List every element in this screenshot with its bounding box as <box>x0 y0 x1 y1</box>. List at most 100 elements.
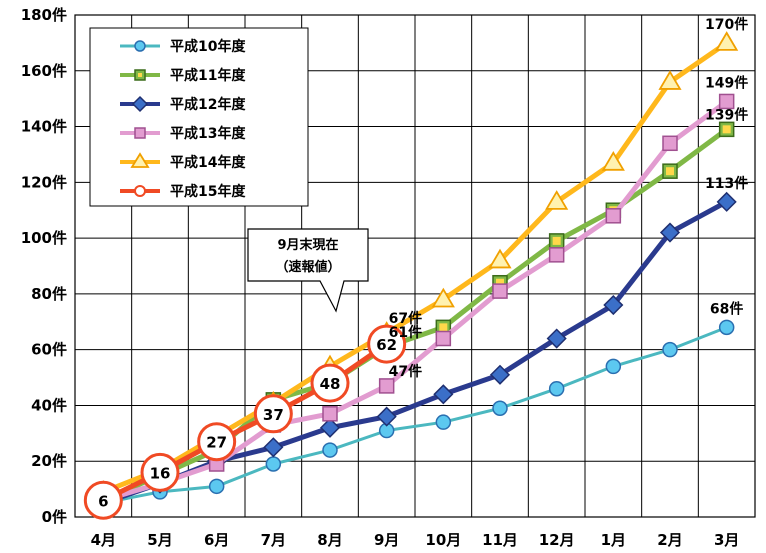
callout-box <box>247 228 369 313</box>
data-point-0 <box>492 400 508 416</box>
legend-swatch-marker <box>134 40 146 52</box>
x-tick-label: 2月 <box>657 531 682 549</box>
x-tick-label: 3月 <box>714 531 739 549</box>
legend-label: 平成14年度 <box>170 154 246 171</box>
data-label: 149件 <box>705 74 748 91</box>
legend-swatch-marker <box>131 95 149 113</box>
legend-label: 平成15年度 <box>170 183 246 200</box>
data-point-1-inner <box>666 167 674 176</box>
data-point-2 <box>489 364 511 385</box>
data-point-2 <box>433 384 454 405</box>
x-tick-label: 4月 <box>91 531 116 549</box>
legend-box <box>89 27 309 207</box>
callout-line1: 9月末現在 <box>277 237 338 253</box>
y-tick-label: 40件 <box>31 396 67 414</box>
series-line-3 <box>102 99 729 503</box>
data-point-0 <box>605 358 622 375</box>
data-label: 113件 <box>705 175 748 192</box>
legend-swatch-marker-inner <box>138 73 142 77</box>
y-tick-label: 180件 <box>21 6 67 24</box>
x-tick-label: 11月 <box>482 531 518 549</box>
data-point-3 <box>322 406 338 422</box>
data-bubble <box>197 422 237 462</box>
data-point-0 <box>718 319 735 336</box>
data-point-0 <box>322 442 338 458</box>
data-point-1-inner <box>722 125 731 134</box>
data-label: 139件 <box>705 106 748 123</box>
data-bubble-label: 62 <box>376 336 397 354</box>
data-point-0 <box>662 341 678 358</box>
data-point-3 <box>492 283 508 299</box>
plot-frame <box>74 14 756 518</box>
data-point-0 <box>265 456 282 472</box>
data-point-1-inner <box>439 323 448 332</box>
data-point-2 <box>716 191 737 212</box>
y-tick-label: 20件 <box>31 452 67 470</box>
data-point-4 <box>545 190 569 210</box>
x-tick-label: 10月 <box>425 531 461 549</box>
data-point-3 <box>435 330 452 347</box>
data-point-0 <box>208 478 225 495</box>
legend-label: 平成12年度 <box>170 96 246 113</box>
data-point-4 <box>431 287 455 308</box>
data-point-3 <box>662 135 678 152</box>
data-bubble-label: 37 <box>263 406 284 424</box>
data-point-4 <box>715 31 739 51</box>
data-point-4 <box>601 151 625 171</box>
data-bubble-label: 16 <box>150 464 171 482</box>
legend-swatch-marker <box>134 127 146 139</box>
data-point-1-inner <box>552 236 561 245</box>
data-label: 61件 <box>389 324 422 341</box>
data-point-3 <box>718 93 735 110</box>
data-point-3 <box>605 208 622 224</box>
legend-swatch-marker <box>134 185 146 197</box>
y-tick-label: 160件 <box>21 62 67 80</box>
data-point-0 <box>435 414 452 430</box>
data-point-2 <box>659 222 681 243</box>
data-point-3 <box>378 378 395 394</box>
data-bubble <box>83 480 123 520</box>
data-label: 47件 <box>389 363 422 380</box>
x-tick-label: 9月 <box>374 531 399 549</box>
data-bubble-label: 48 <box>320 375 341 393</box>
legend-label: 平成11年度 <box>170 67 246 84</box>
data-point-2 <box>603 294 624 316</box>
x-tick-label: 1月 <box>601 531 626 549</box>
data-point-4 <box>658 70 682 90</box>
y-tick-label: 120件 <box>21 173 67 191</box>
data-bubble <box>253 394 293 434</box>
data-point-1-inner <box>496 278 504 287</box>
y-tick-label: 140件 <box>21 118 67 136</box>
y-tick-label: 100件 <box>21 229 67 247</box>
y-tick-label: 60件 <box>31 341 67 359</box>
y-tick-label: 0件 <box>42 508 67 526</box>
x-tick-label: 5月 <box>147 531 172 549</box>
y-tick-label: 80件 <box>31 285 67 303</box>
callout-line2: （速報値） <box>275 259 340 275</box>
data-label: 170件 <box>705 16 748 33</box>
data-bubble-label: 27 <box>206 434 227 452</box>
series-line-0 <box>103 325 728 505</box>
x-tick-label: 6月 <box>204 531 229 549</box>
data-bubble <box>140 452 180 492</box>
data-bubble <box>367 324 407 364</box>
data-label: 67件 <box>389 310 422 327</box>
data-point-2 <box>319 417 341 438</box>
x-tick-label: 12月 <box>539 531 575 549</box>
data-point-3 <box>548 247 565 263</box>
x-tick-label: 7月 <box>261 531 286 549</box>
data-point-2 <box>546 328 567 349</box>
data-point-0 <box>548 380 565 397</box>
legend-label: 平成10年度 <box>170 38 246 55</box>
legend-label: 平成13年度 <box>170 125 246 142</box>
data-label: 68件 <box>710 300 743 317</box>
data-point-2 <box>376 406 397 427</box>
data-point-4 <box>488 248 512 269</box>
data-bubble <box>310 363 350 403</box>
data-bubble-label: 6 <box>98 492 108 510</box>
data-point-2 <box>263 437 284 458</box>
x-tick-label: 8月 <box>317 531 342 549</box>
legend-swatch-marker <box>130 152 150 168</box>
